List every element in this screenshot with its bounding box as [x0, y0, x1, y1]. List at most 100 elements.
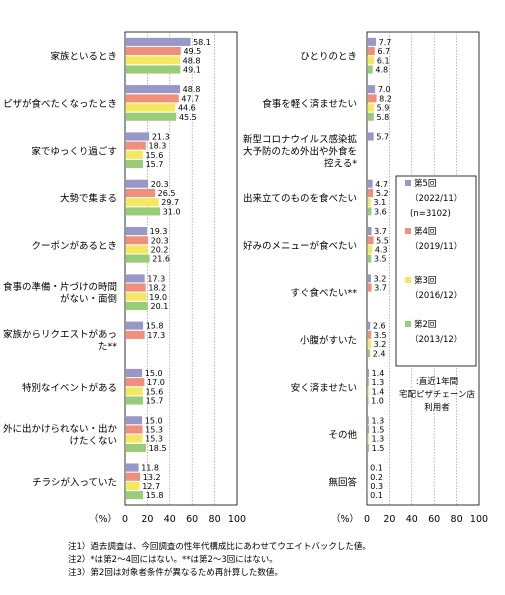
bar-s1 — [367, 84, 376, 94]
data-label: 15.7 — [146, 397, 164, 406]
data-label: 4.3 — [375, 245, 388, 254]
bar-s3 — [125, 481, 140, 491]
data-label: 49.1 — [183, 65, 201, 74]
x-tick-label: 60 — [428, 514, 440, 525]
data-label: 19.0 — [149, 293, 167, 302]
data-label: 3.2 — [374, 274, 387, 283]
data-label: 49.5 — [183, 47, 201, 56]
bar-s1 — [367, 226, 372, 236]
data-label: 17.3 — [147, 274, 165, 283]
data-label: 6.7 — [378, 47, 391, 56]
bar-s3 — [125, 245, 149, 254]
data-label: 4.8 — [375, 65, 388, 74]
bar-s2 — [125, 330, 146, 340]
data-label: 3.5 — [374, 255, 387, 264]
bar-s1 — [367, 368, 370, 378]
legend-entry: 第3回（2016/12） — [410, 275, 462, 301]
bar-s1 — [125, 415, 143, 425]
legend-swatch — [405, 321, 411, 327]
bar-s4 — [125, 396, 144, 405]
data-label: 5.9 — [377, 104, 390, 113]
data-label: 20.1 — [151, 302, 169, 311]
data-label: 5.7 — [376, 132, 389, 141]
bar-s2 — [367, 188, 374, 198]
x-tick-label: 80 — [451, 514, 463, 525]
bar-s2 — [367, 94, 377, 103]
legend-entry: 第4回（2019/11） — [410, 226, 462, 252]
data-label: 0.3 — [370, 482, 383, 491]
bar-s3 — [367, 481, 369, 491]
bar-s2 — [367, 283, 372, 292]
x-tick-label: 60 — [186, 514, 198, 525]
data-label: 20.3 — [151, 180, 169, 189]
data-label: 48.8 — [183, 85, 201, 94]
data-label: 1.5 — [372, 425, 385, 434]
category-label: その他 — [328, 429, 357, 441]
data-label: 18.2 — [148, 284, 166, 293]
bar-s2 — [125, 46, 182, 56]
data-label: 0.1 — [370, 464, 383, 473]
bar-s1 — [125, 132, 150, 141]
bar-s3 — [125, 150, 144, 160]
data-label: 1.3 — [371, 416, 384, 425]
bar-s1 — [367, 179, 373, 189]
category-label: クーポンがあるとき — [31, 240, 117, 252]
bar-s1 — [125, 368, 143, 378]
x-tick-label: 40 — [164, 514, 176, 525]
x-tick-label: 40 — [406, 514, 418, 525]
unit-label: （%） — [331, 513, 359, 525]
data-label: 4.7 — [375, 180, 388, 189]
category-label: 好みのメニューが食べたい — [243, 240, 357, 252]
footnote-2: 注2）*は第2～4回にはない。**は第2～3回にはない。 — [68, 555, 278, 565]
bar-s2 — [125, 188, 156, 198]
data-label: 31.0 — [163, 207, 181, 216]
bar-s1 — [367, 273, 372, 283]
category-label: 小腹がすいた — [300, 334, 357, 346]
data-label: 2.4 — [373, 349, 386, 358]
bar-s2 — [367, 472, 369, 482]
data-label: 3.7 — [374, 284, 387, 293]
data-label: 21.3 — [152, 132, 170, 141]
data-label: 0.2 — [370, 473, 383, 482]
category-label: ひとりのとき — [300, 52, 357, 63]
bar-s4 — [367, 206, 372, 216]
plot-frame — [124, 31, 238, 506]
data-label: 3.5 — [374, 331, 387, 340]
category-label: 食事を軽く済ませたい — [262, 98, 357, 110]
data-label: 15.6 — [145, 387, 163, 396]
data-label: 15.8 — [146, 322, 164, 331]
bar-s1 — [125, 273, 146, 283]
bar-s3 — [125, 434, 143, 444]
x-tick-label: 80 — [209, 514, 221, 525]
data-label: 0.1 — [370, 491, 383, 500]
bar-s4 — [367, 396, 369, 405]
footnotes: 注1）過去調査は、今回調査の性年代構成比にあわせてウエイトバックした値。 注2）… — [68, 541, 371, 580]
x-tick-label: 20 — [141, 514, 153, 525]
data-label: 21.6 — [152, 255, 170, 264]
data-label: 15.6 — [145, 151, 163, 160]
data-label: 15.3 — [145, 425, 163, 434]
data-label: 17.3 — [147, 331, 165, 340]
bar-s4 — [367, 348, 371, 358]
data-label: 48.8 — [183, 56, 201, 65]
x-tick-label: 0 — [122, 514, 128, 525]
data-label: 5.8 — [376, 113, 389, 122]
bar-s3 — [367, 386, 370, 396]
panel-1: 0 20 40 60 80 100（%）家族といるとき58.149.548.849.1ピザ… — [3, 31, 246, 525]
legend-entry: 第2回（2013/12） — [410, 319, 462, 345]
data-label: 8.2 — [379, 94, 392, 103]
data-label: 15.3 — [145, 435, 163, 444]
category-label: 大勢で集まる — [60, 193, 117, 205]
x-tick-label: 100 — [470, 514, 488, 525]
data-label: 7.7 — [379, 38, 392, 47]
data-label: 5.2 — [376, 189, 389, 198]
x-tick-label: 20 — [383, 514, 395, 525]
bar-s2 — [367, 377, 370, 387]
legend-swatch — [405, 180, 411, 186]
bar-s1 — [125, 84, 181, 94]
bar-s4 — [367, 490, 369, 500]
bar-s3 — [125, 103, 176, 112]
bar-s2 — [125, 94, 180, 103]
bar-s4 — [125, 443, 147, 453]
data-label: 1.4 — [372, 369, 385, 378]
